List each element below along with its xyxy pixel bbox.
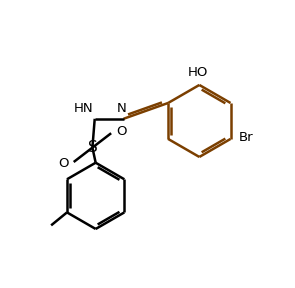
Text: HO: HO (188, 66, 208, 79)
Text: S: S (88, 140, 97, 155)
Text: N: N (117, 102, 127, 115)
Text: Br: Br (239, 131, 253, 144)
Text: O: O (58, 157, 68, 170)
Text: O: O (116, 125, 127, 138)
Text: HN: HN (74, 102, 93, 115)
